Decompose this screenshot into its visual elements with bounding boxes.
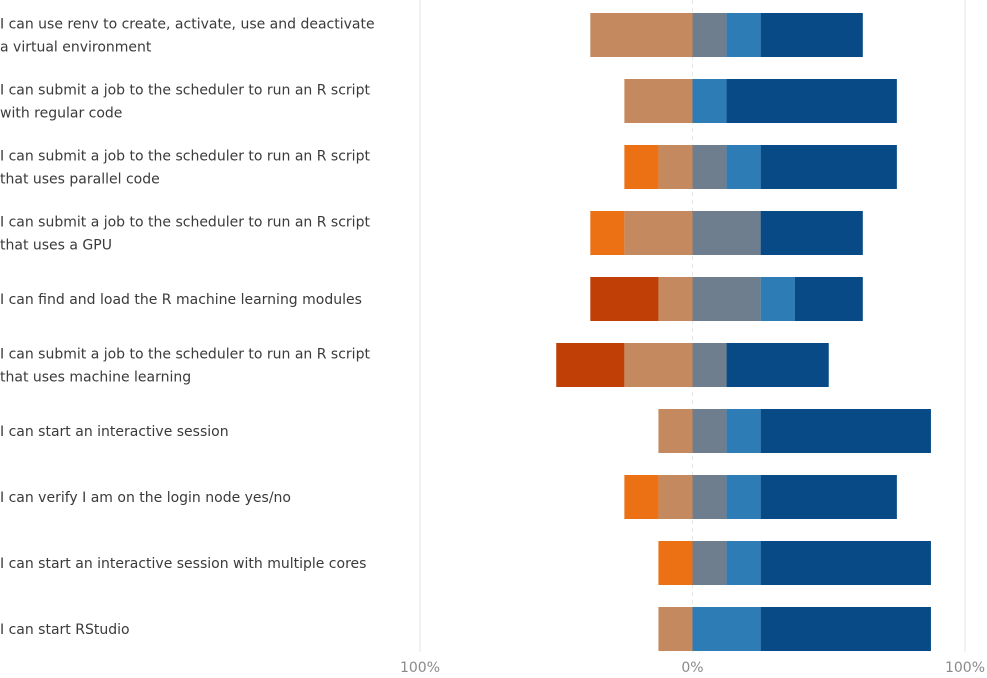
bars <box>556 13 931 651</box>
row-label-7: I can verify I am on the login node yes/… <box>0 490 291 506</box>
bar-segment-pos_grey-row-7 <box>692 475 727 519</box>
bar-segment-pos_grey-row-8 <box>692 541 727 585</box>
bar-segment-pos_mid-row-1 <box>692 79 727 123</box>
bar-segment-pos_dark-row-4 <box>794 277 863 321</box>
bar-segment-neg_light-row-9 <box>658 607 693 651</box>
bar-segment-neg_light-row-5 <box>624 343 693 387</box>
bar-segment-neg_orange-row-3 <box>590 211 625 255</box>
bar-segment-neg_light-row-3 <box>624 211 693 255</box>
row-label-3: I can submit a job to the scheduler to r… <box>0 215 370 254</box>
bar-segment-pos_mid-row-7 <box>726 475 761 519</box>
bar-segment-neg_light-row-4 <box>658 277 693 321</box>
row-label-0: I can use renv to create, activate, use … <box>0 17 375 56</box>
bar-segment-neg_light-row-2 <box>658 145 693 189</box>
bar-segment-neg_orange-row-2 <box>624 145 659 189</box>
row-label-9: I can start RStudio <box>0 622 130 638</box>
bar-segment-pos_dark-row-0 <box>760 13 863 57</box>
bar-segment-pos_dark-row-9 <box>760 607 931 651</box>
bar-segment-pos_mid-row-6 <box>726 409 761 453</box>
bar-segment-pos_dark-row-2 <box>760 145 897 189</box>
row-label-4: I can find and load the R machine learni… <box>0 292 362 308</box>
bar-segment-neg_light-row-1 <box>624 79 693 123</box>
bar-segment-neg_strong-row-4 <box>590 277 659 321</box>
row-label-2: I can submit a job to the scheduler to r… <box>0 149 370 188</box>
gridlines <box>419 0 966 652</box>
bar-segment-pos_mid-row-8 <box>726 541 761 585</box>
bar-segment-pos_dark-row-1 <box>726 79 897 123</box>
bar-segment-pos_grey-row-0 <box>692 13 727 57</box>
bar-segment-neg_strong-row-5 <box>556 343 625 387</box>
bar-segment-neg_orange-row-8 <box>658 541 693 585</box>
row-label-6: I can start an interactive session <box>0 424 229 440</box>
bar-segment-pos_dark-row-3 <box>760 211 863 255</box>
bar-segment-pos_grey-row-2 <box>692 145 727 189</box>
bar-segment-pos_mid-row-9 <box>692 607 761 651</box>
row-labels: I can use renv to create, activate, use … <box>0 17 375 639</box>
bar-segment-pos_mid-row-0 <box>726 13 761 57</box>
row-label-8: I can start an interactive session with … <box>0 556 366 572</box>
bar-segment-pos_mid-row-4 <box>760 277 795 321</box>
bar-segment-neg_light-row-0 <box>590 13 693 57</box>
bar-segment-neg_light-row-6 <box>658 409 693 453</box>
bar-segment-pos_mid-row-2 <box>726 145 761 189</box>
bar-segment-pos_grey-row-3 <box>692 211 761 255</box>
bar-segment-neg_light-row-7 <box>658 475 693 519</box>
x-tick-label-1: 0% <box>681 660 703 676</box>
x-axis-ticks: 100% 0% 100% <box>400 660 985 676</box>
bar-segment-pos_dark-row-5 <box>726 343 829 387</box>
x-tick-label-0: 100% <box>400 660 440 676</box>
bar-segment-pos_dark-row-6 <box>760 409 931 453</box>
bar-segment-pos_grey-row-5 <box>692 343 727 387</box>
row-label-1: I can submit a job to the scheduler to r… <box>0 83 370 122</box>
bar-segment-neg_orange-row-7 <box>624 475 659 519</box>
bar-segment-pos_dark-row-7 <box>760 475 897 519</box>
bar-segment-pos_dark-row-8 <box>760 541 931 585</box>
x-tick-label-2: 100% <box>945 660 985 676</box>
bar-segment-pos_grey-row-6 <box>692 409 727 453</box>
row-label-5: I can submit a job to the scheduler to r… <box>0 347 370 386</box>
bar-segment-pos_grey-row-4 <box>692 277 761 321</box>
